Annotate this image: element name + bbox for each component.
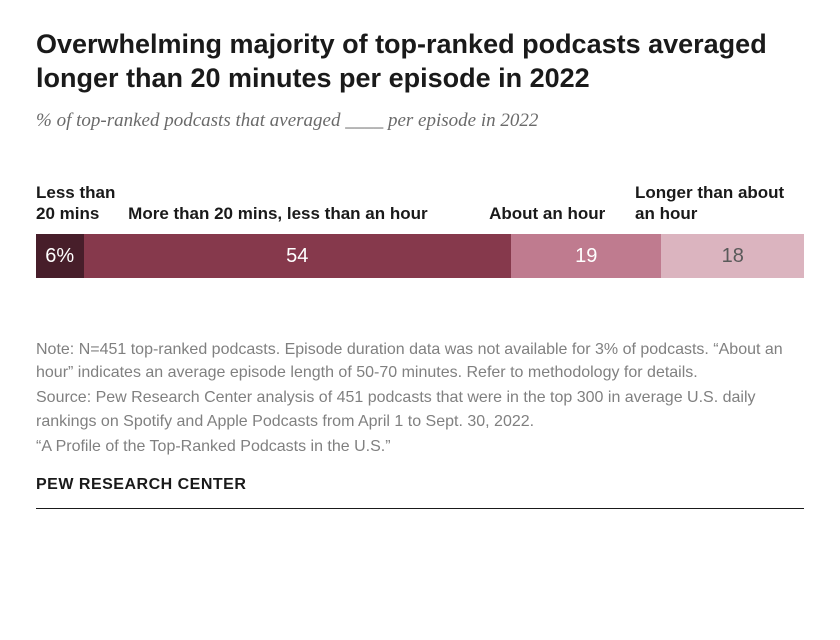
segment-labels-row: Less than 20 minsMore than 20 mins, less… [36, 182, 804, 225]
notes-block: Note: N=451 top-ranked podcasts. Episode… [36, 338, 804, 458]
segment-label: About an hour [489, 203, 635, 224]
bar-segment: 18 [661, 234, 804, 278]
report-title-text: “A Profile of the Top-Ranked Podcasts in… [36, 435, 804, 458]
chart-title: Overwhelming majority of top-ranked podc… [36, 28, 804, 96]
segment-label: More than 20 mins, less than an hour [128, 203, 489, 224]
bar-segment: 54 [84, 234, 512, 278]
publisher-credit: PEW RESEARCH CENTER [36, 476, 804, 494]
bar-segment: 19 [511, 234, 661, 278]
note-text: Note: N=451 top-ranked podcasts. Episode… [36, 338, 804, 384]
source-text: Source: Pew Research Center analysis of … [36, 386, 804, 432]
stacked-bar: 6%541918 [36, 234, 804, 278]
bar-segment: 6% [36, 234, 84, 278]
bottom-rule [36, 508, 804, 509]
chart-area: Less than 20 minsMore than 20 mins, less… [36, 182, 804, 279]
chart-subtitle: % of top-ranked podcasts that averaged _… [36, 110, 804, 132]
segment-label: Less than 20 mins [36, 182, 128, 225]
segment-label: Longer than about an hour [635, 182, 804, 225]
